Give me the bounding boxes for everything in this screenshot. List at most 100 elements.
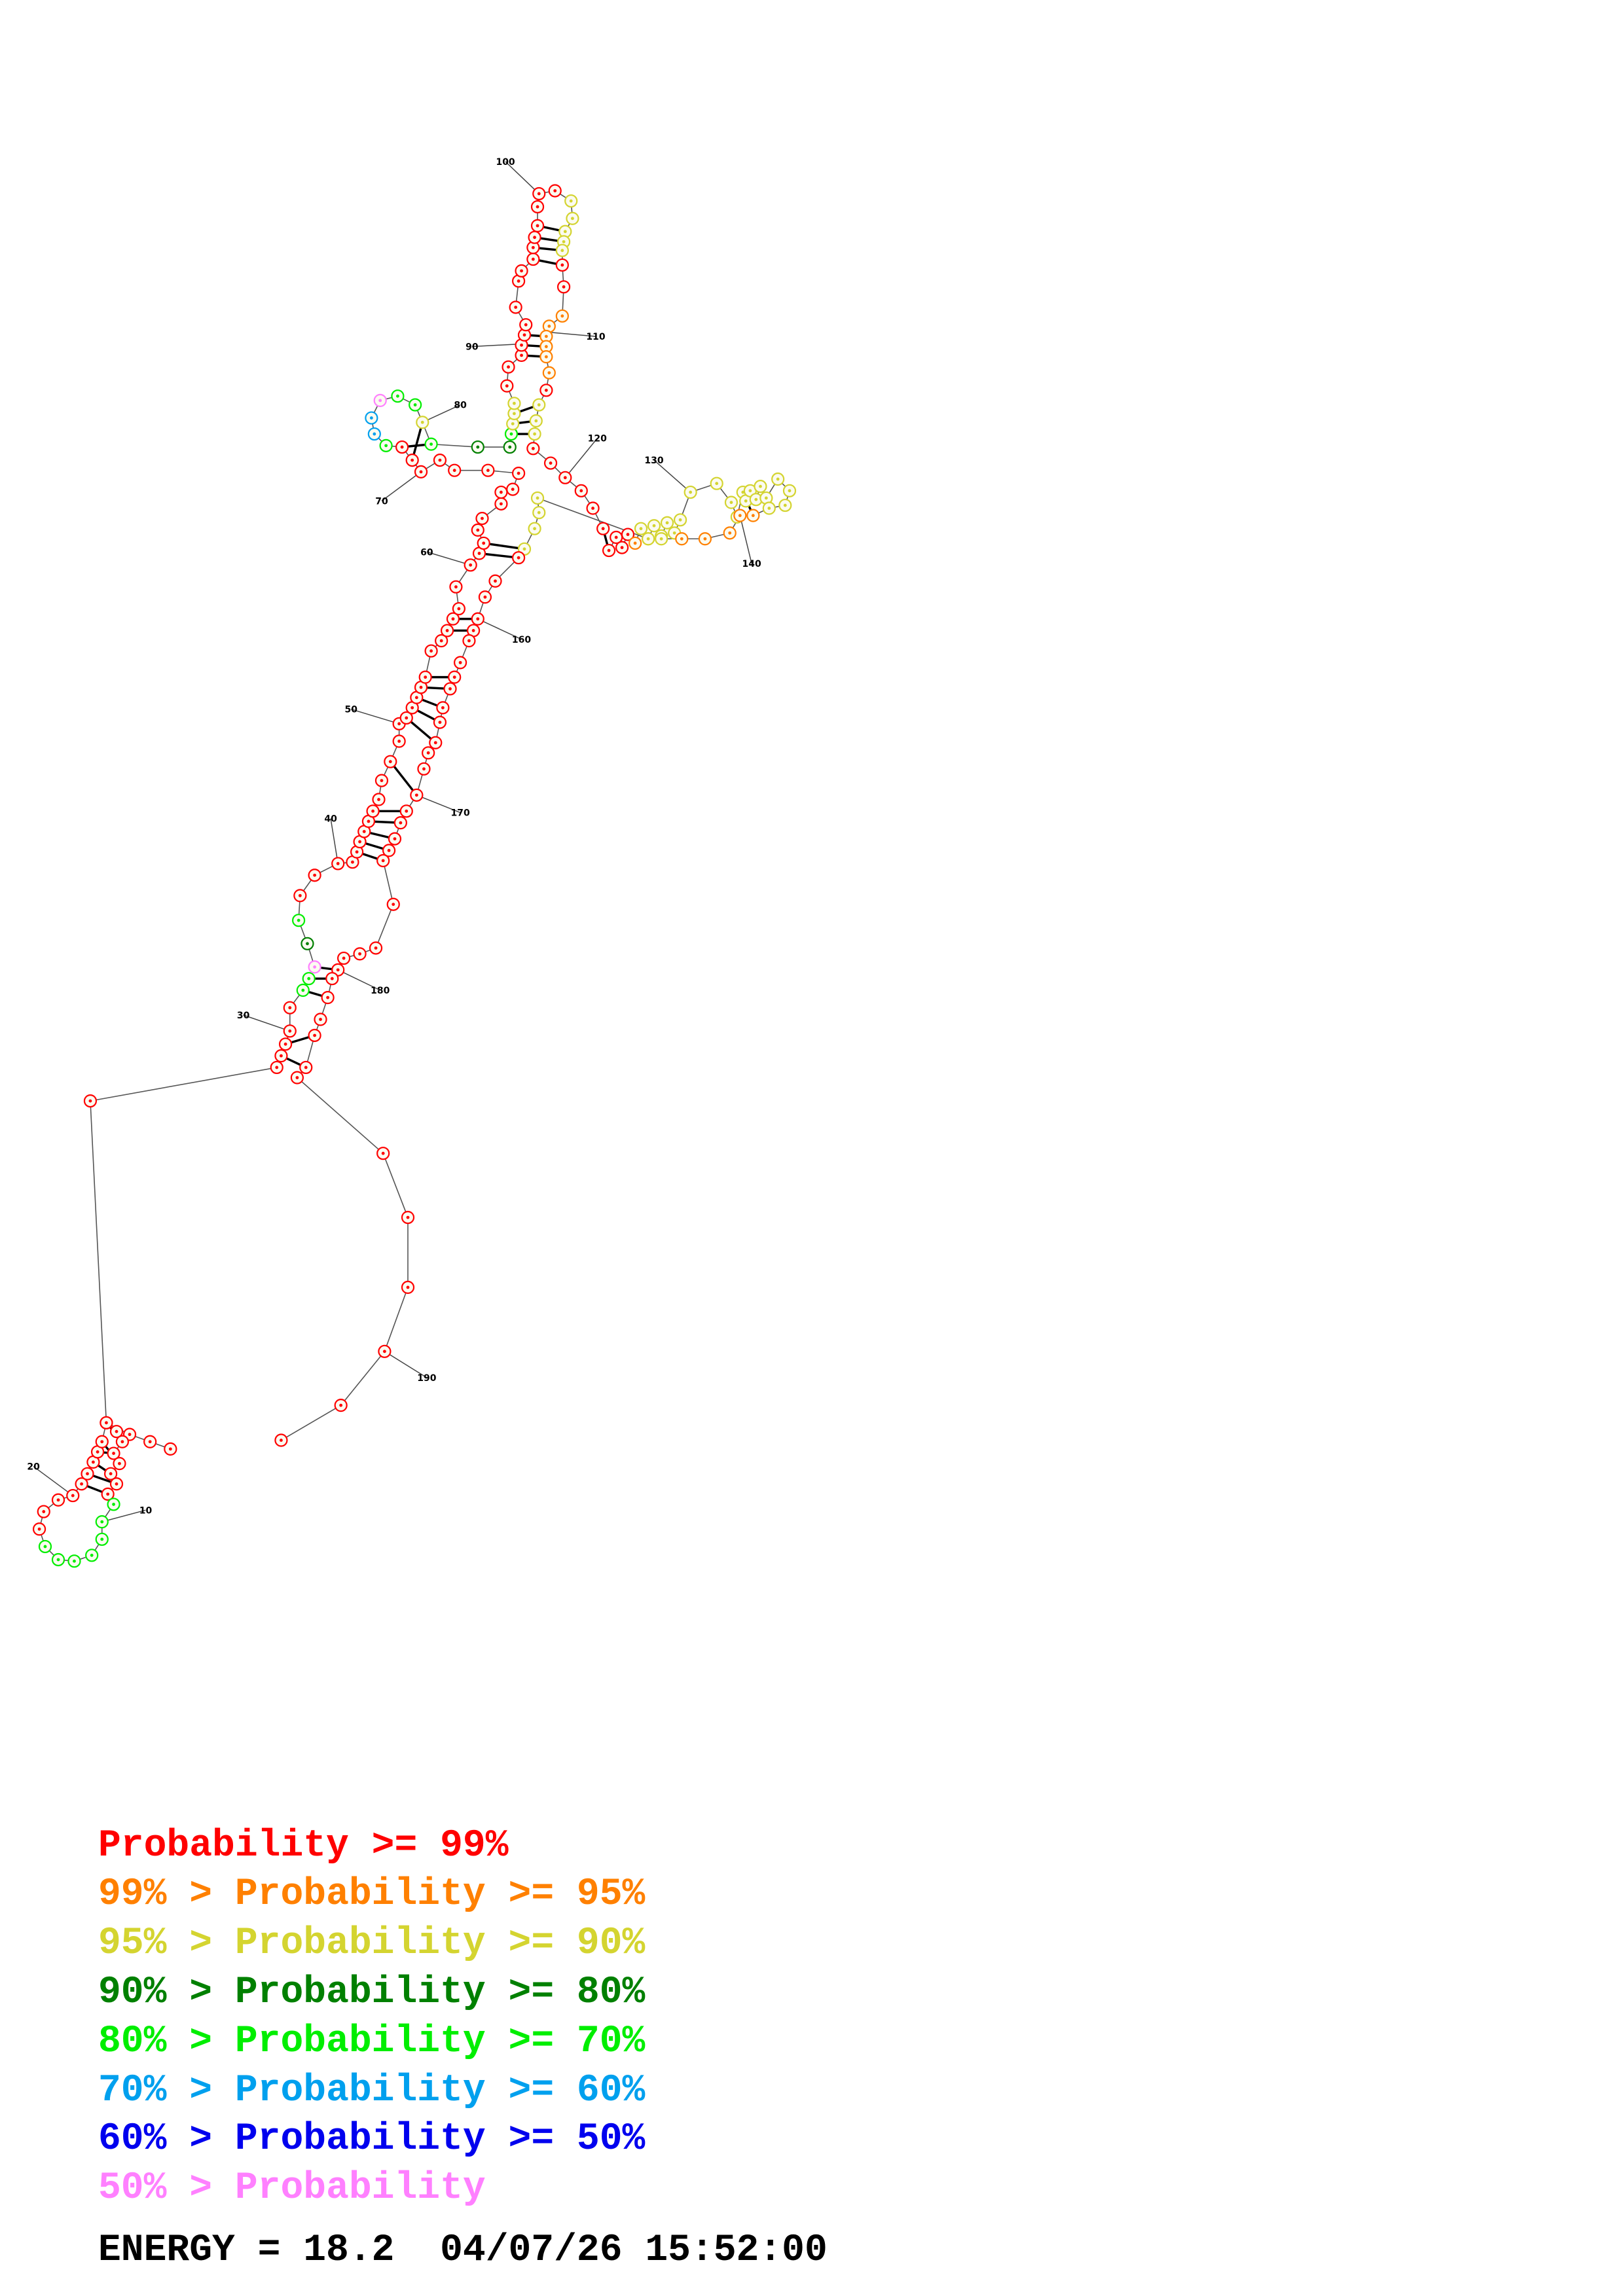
backbone-segment (431, 443, 478, 448)
nucleotide-letter-mark (313, 873, 316, 877)
tick-leader (384, 1351, 428, 1378)
nucleotide-letter-mark (520, 353, 523, 357)
nucleotide-letter-mark (358, 840, 361, 844)
nucleotide-letter-mark (448, 687, 452, 691)
nucleotide-letter-mark (419, 685, 423, 689)
tick-label: 190 (417, 1373, 436, 1384)
nucleotides (32, 184, 797, 1568)
backbone-segment (340, 1351, 386, 1406)
nucleotide-letter-mark (507, 365, 510, 369)
nucleotide-letter-mark (678, 518, 682, 522)
nucleotide-letter-mark (513, 401, 516, 405)
nucleotide-letter-mark (563, 230, 567, 234)
base-pair (483, 542, 525, 550)
nucleotide-letter-mark (381, 1151, 385, 1155)
nucleotide-letter-mark (544, 345, 548, 348)
nucleotide-letter-mark (509, 432, 513, 436)
nucleotide-letter-mark (517, 471, 520, 475)
nucleotide-letter-mark (646, 537, 650, 541)
tick-label: 180 (371, 986, 390, 996)
backbone-segment (375, 904, 394, 948)
nucleotide-letter-mark (537, 511, 541, 514)
nucleotide-letter-mark (406, 1285, 410, 1289)
nucleotide-letter-mark (536, 224, 539, 228)
nucleotide-letter-mark (118, 1462, 121, 1465)
nucleotide-letter-mark (452, 469, 456, 473)
backbone-segment (297, 1077, 384, 1154)
nucleotide-letter-mark (571, 217, 574, 221)
tick-leader (337, 969, 381, 991)
nucleotide-letter-mark (471, 629, 475, 632)
nucleotide-letter-mark (458, 660, 462, 664)
nucleotide-letter-mark (406, 1215, 410, 1219)
nucleotide-letter-mark (764, 496, 768, 500)
nucleotide-letter-mark (378, 399, 382, 403)
tick-label: 60 (420, 547, 433, 558)
nucleotide-letter-mark (451, 617, 455, 621)
nucleotide-letter-mark (520, 343, 523, 347)
nucleotide-letter-mark (168, 1447, 172, 1451)
nucleotide-letter-mark (500, 502, 503, 506)
nucleotide-letter-mark (537, 192, 541, 196)
nucleotide-letter-mark (100, 1520, 104, 1524)
nucleotide-letter-mark (351, 860, 354, 864)
nucleotide-letter-mark (759, 484, 762, 488)
nucleotide-letter-mark (414, 696, 418, 700)
nucleotide-letter-mark (358, 952, 361, 956)
nucleotide-letter-mark (71, 1494, 75, 1498)
nucleotide-letter-mark (112, 1503, 115, 1506)
nucleotide-letter-mark (639, 527, 643, 531)
nucleotide-letter-mark (280, 1439, 283, 1442)
nucleotide-letter-mark (307, 977, 311, 980)
nucleotide-letter-mark (776, 477, 780, 481)
tick-leader (381, 471, 422, 502)
tick-label: 100 (496, 157, 515, 168)
nucleotide-letter-mark (109, 1472, 113, 1476)
nucleotide-letter-mark (728, 531, 732, 535)
nucleotide-letter-mark (410, 458, 414, 462)
nucleotide-letter-mark (744, 499, 748, 503)
tick-leader (426, 551, 471, 566)
nucleotide-letter-mark (517, 279, 520, 283)
nucleotide-letter-mark (536, 205, 539, 209)
nucleotide-letter-mark (410, 706, 414, 709)
nucleotide-letter-mark (652, 524, 656, 528)
tick-label: 140 (742, 559, 761, 569)
nucleotide-letter-mark (90, 1553, 94, 1557)
nucleotide-letter-mark (342, 956, 346, 960)
nucleotide-letter-mark (413, 403, 417, 406)
nucleotide-letter-mark (536, 496, 539, 500)
nucleotide-letter-mark (748, 489, 752, 493)
nucleotide-letter-mark (754, 497, 758, 501)
nucleotide-letter-mark (553, 189, 557, 192)
tick-leader (33, 1465, 73, 1496)
nucleotide-letter-mark (374, 946, 378, 950)
nucleotide-letter-mark (381, 859, 385, 863)
nucleotide-letter-mark (569, 199, 573, 203)
nucleotide-letter-mark (738, 514, 742, 518)
nucleotide-letter-mark (383, 1350, 386, 1354)
nucleotide-letter-mark (514, 306, 518, 309)
nucleotide-letter-mark (579, 489, 583, 493)
nucleotide-letter-mark (560, 263, 564, 267)
nucleotide-letter-mark (86, 1472, 89, 1476)
nucleotide-letter-mark (626, 533, 630, 536)
tick-label: 10 (139, 1505, 153, 1516)
nucleotide-letter-mark (531, 446, 535, 450)
nucleotide-letter-mark (703, 537, 707, 541)
nucleotide-letter-mark (43, 1545, 47, 1549)
nucleotide-letter-mark (481, 516, 484, 520)
nucleotide-letter-mark (562, 240, 566, 243)
tick-label: 120 (588, 434, 607, 444)
nucleotide-letter-mark (477, 552, 481, 555)
nucleotide-letter-mark (614, 535, 618, 539)
tick-leader (422, 404, 461, 423)
nucleotide-letter-mark (715, 482, 719, 486)
nucleotide-letter-mark (424, 675, 428, 679)
nucleotide-letter-mark (767, 507, 771, 510)
nucleotide-letter-mark (547, 325, 551, 328)
nucleotide-letter-mark (56, 1498, 60, 1502)
nucleotide-letter-mark (105, 1421, 108, 1425)
nucleotide-letter-mark (533, 432, 536, 436)
